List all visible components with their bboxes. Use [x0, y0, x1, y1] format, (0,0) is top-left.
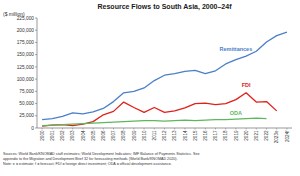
y-tick-label: 0 [31, 126, 34, 131]
x-tick [93, 128, 94, 130]
y-axis [37, 18, 38, 128]
x-tick [286, 128, 287, 130]
x-tick-label: 2009 [132, 130, 137, 141]
title: Resource Flows to South Asia, 2000–24f [98, 3, 233, 11]
x-tick-label: 2007 [111, 130, 116, 141]
chart: Resource Flows to South Asia, 2000–24f($… [0, 0, 300, 176]
x-tick [42, 128, 43, 130]
x-tick [195, 128, 196, 130]
x-tick-label: 2002 [60, 130, 65, 141]
x-tick-label: 2008 [121, 130, 126, 141]
y-tick-label: 225,000 [17, 16, 35, 21]
x-tick-label: 2000 [40, 130, 45, 141]
x-tick-label: 2001 [50, 130, 55, 141]
y-tick-label: 150,000 [17, 52, 35, 57]
x-tick [276, 128, 277, 130]
series-line [42, 118, 266, 125]
y-tick-label: 100,000 [17, 77, 35, 82]
x-tick [184, 128, 185, 130]
source-note: Sources: World Bank/KNOMAD staff estimat… [3, 152, 200, 156]
page: {"chart_data": { "type": "line", "title"… [0, 0, 300, 176]
x-tick-label: 2022 [264, 130, 269, 141]
x-tick-label: 2015 [193, 130, 198, 141]
x-axis [37, 128, 292, 129]
x-tick [205, 128, 206, 130]
legend-label: FDI [242, 82, 251, 88]
x-tick [215, 128, 216, 130]
x-tick-label: 2010 [142, 130, 147, 141]
source-note: appendix to the Migration and Developmen… [3, 157, 178, 161]
x-tick-label: 2014 [183, 130, 188, 141]
y-tick-label: 175,000 [17, 40, 35, 45]
x-tick-label: 2006 [101, 130, 106, 141]
x-tick [266, 128, 267, 130]
x-tick-label: 2004 [81, 130, 86, 141]
x-tick-label: 2016 [203, 130, 208, 141]
x-tick [113, 128, 114, 130]
y-tick-label: 50,000 [19, 101, 34, 106]
x-tick [235, 128, 236, 130]
x-tick [123, 128, 124, 130]
x-tick [246, 128, 247, 130]
x-tick-label: 2019 [234, 130, 239, 141]
x-tick-label: 2003 [70, 130, 75, 141]
x-tick-label: 2013 [172, 130, 177, 141]
x-tick [133, 128, 134, 130]
legend-label: Remittances [220, 46, 253, 52]
x-tick [82, 128, 83, 130]
y-tick-label: 25,000 [19, 113, 34, 118]
source-note: Note: e = estimate; f = forecast; FDI = … [3, 162, 172, 166]
x-tick-label: 2020 [244, 130, 249, 141]
series-line [42, 32, 287, 120]
x-tick-label: 2023e [274, 130, 279, 143]
x-tick [72, 128, 73, 130]
y-tick-label: 75,000 [19, 89, 34, 94]
x-tick-label: 2018 [223, 130, 228, 141]
x-tick [103, 128, 104, 130]
x-tick-label: 2024f [285, 130, 290, 142]
x-tick-label: 2011 [152, 130, 157, 140]
x-tick [164, 128, 165, 130]
x-tick [62, 128, 63, 130]
x-tick-label: 2017 [213, 130, 218, 141]
x-tick [52, 128, 53, 130]
legend-label: ODA [230, 110, 242, 116]
x-tick-label: 2005 [91, 130, 96, 141]
x-tick-label: 2021 [254, 130, 259, 141]
y-tick-label: 125,000 [17, 65, 35, 70]
y-tick-label: 200,000 [17, 28, 35, 33]
x-tick [225, 128, 226, 130]
x-tick-label: 2012 [162, 130, 167, 141]
x-tick [144, 128, 145, 130]
x-tick [174, 128, 175, 130]
x-tick [154, 128, 155, 130]
plot-area [42, 32, 287, 126]
x-tick [256, 128, 257, 130]
series-line [42, 93, 277, 126]
